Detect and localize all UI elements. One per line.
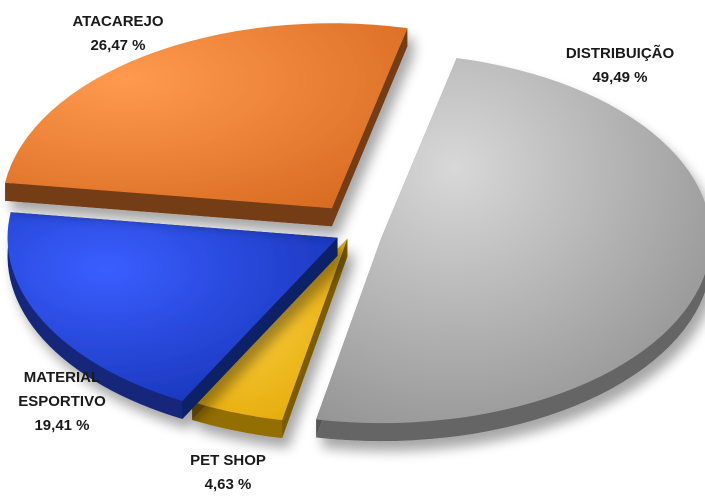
slice-name-label: DISTRIBUIÇÃO bbox=[566, 44, 675, 62]
slice-wall-atacarejo-0 bbox=[5, 182, 332, 227]
slice-label-distribui-o: DISTRIBUIÇÃO 49,49 % bbox=[566, 44, 675, 86]
slice-value-label: 26,47 % bbox=[90, 37, 145, 54]
slice-label-atacarejo: ATACAREJO 26,47 % bbox=[72, 13, 163, 54]
slice-label-material-esportivo: MATERIAL ESPORTIVO 19,41 % bbox=[18, 369, 106, 434]
slice-atacarejo bbox=[5, 23, 408, 227]
slice-value-label: 4,63 % bbox=[205, 476, 252, 493]
slice-top-material-esportivo bbox=[7, 212, 338, 401]
slice-name-label: PET SHOP bbox=[190, 452, 266, 469]
slice-top-atacarejo bbox=[5, 23, 408, 209]
slice-name-label: ATACAREJO bbox=[72, 13, 163, 30]
slice-wall-material-esportivo-0 bbox=[182, 237, 338, 419]
slice-name-label: ESPORTIVO bbox=[18, 393, 106, 410]
pie-labels: DISTRIBUIÇÃO 49,49 % PET SHOP 4,63 % MATERIA… bbox=[18, 13, 674, 493]
pie-slices bbox=[5, 23, 705, 442]
slice-material-esportivo bbox=[7, 212, 338, 419]
slice-top-distribui-o bbox=[316, 58, 705, 424]
slice-value-label: 49,49 % bbox=[592, 69, 647, 86]
slice-distribui-o bbox=[316, 58, 705, 442]
slice-value-label: 19,41 % bbox=[34, 417, 89, 434]
slice-label-pet-shop: PET SHOP 4,63 % bbox=[190, 452, 266, 493]
slice-wall-atacarejo-1 bbox=[331, 28, 408, 227]
slice-wall-pet-shop-0 bbox=[282, 238, 348, 439]
slice-name-label: MATERIAL bbox=[24, 369, 100, 386]
